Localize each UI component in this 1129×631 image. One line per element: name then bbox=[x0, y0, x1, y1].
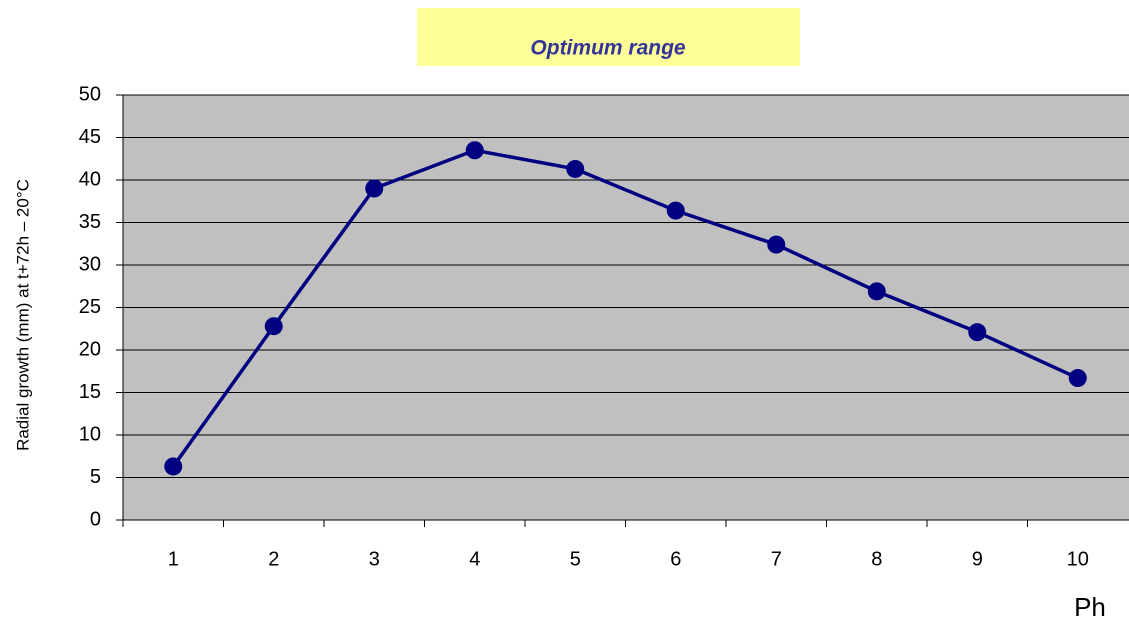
marker bbox=[1068, 369, 1087, 388]
x-tick-label: 3 bbox=[369, 548, 380, 570]
y-tick-label: 40 bbox=[79, 168, 101, 190]
marker bbox=[566, 159, 585, 178]
y-tick-label: 35 bbox=[79, 211, 101, 233]
y-tick-label: 50 bbox=[79, 83, 101, 105]
marker bbox=[164, 457, 183, 476]
y-tick-label: 0 bbox=[90, 508, 101, 530]
y-tick-label: 45 bbox=[79, 126, 101, 148]
x-tick-label: 5 bbox=[570, 548, 581, 570]
y-tick-label: 10 bbox=[79, 423, 101, 445]
y-tick-label: 30 bbox=[79, 253, 101, 275]
y-tick-label: 25 bbox=[79, 296, 101, 318]
y-tick-label: 20 bbox=[79, 338, 101, 360]
x-tick-label: 8 bbox=[871, 548, 882, 570]
x-tick-label: 1 bbox=[168, 548, 179, 570]
y-tick-label: 15 bbox=[79, 381, 101, 403]
x-axis-label: Ph bbox=[1074, 592, 1106, 622]
x-tick-label: 7 bbox=[771, 548, 782, 570]
marker bbox=[867, 282, 886, 301]
marker bbox=[767, 235, 786, 254]
x-tick-label: 4 bbox=[469, 548, 480, 570]
marker bbox=[465, 141, 484, 160]
annotation: Optimum range bbox=[530, 37, 686, 60]
marker bbox=[264, 317, 283, 336]
x-tick-label: 10 bbox=[1067, 548, 1089, 570]
x-tick-label: 9 bbox=[972, 548, 983, 570]
x-tick-label: 2 bbox=[268, 548, 279, 570]
x-tick-label: 6 bbox=[670, 548, 681, 570]
marker bbox=[968, 323, 987, 342]
y-tick-label: 5 bbox=[90, 466, 101, 488]
annotation-box bbox=[417, 8, 800, 66]
marker bbox=[666, 201, 685, 220]
marker bbox=[365, 179, 384, 198]
y-axis-label: Radial growth (mm) at t+72h – 20°C bbox=[13, 179, 32, 451]
line bbox=[171, 148, 1079, 468]
